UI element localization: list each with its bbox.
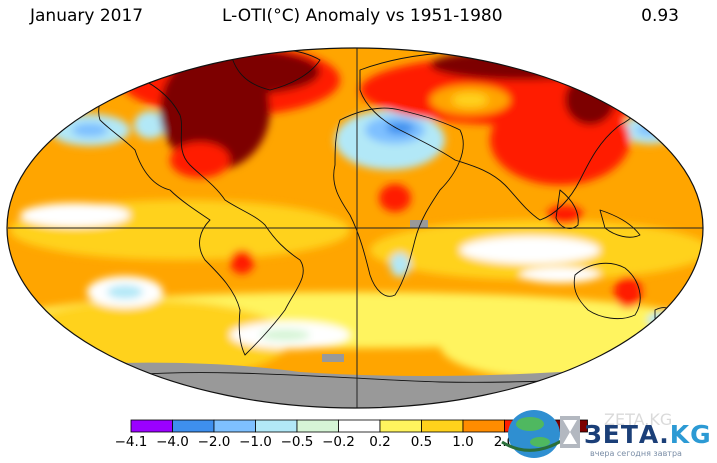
legend-swatch [338,419,381,433]
map-date: January 2017 [30,6,144,26]
legend-swatch [379,419,422,433]
legend-swatch [421,419,464,433]
watermark-ghost-text: ZETA.KG [604,410,673,429]
map-outline [6,47,704,409]
legend-tick-label: −1.0 [239,434,272,450]
legend-swatch [130,419,173,433]
globe-logo-icon [501,410,580,458]
watermark-logo: ЗЕТА.KG вчера сегодня завтра [492,404,717,463]
legend-swatch [213,419,256,433]
legend-tick-label: 0.5 [410,434,433,450]
watermark-slogan: вчера сегодня завтра [590,449,682,458]
legend-tick-label: −4.0 [156,434,189,450]
watermark-brand: ЗЕТА. [584,420,670,449]
legend-tick-label: 1.0 [452,434,474,450]
watermark-brand-suffix: KG [669,420,712,449]
map-title: L-OTI(°C) Anomaly vs 1951-1980 [222,6,503,26]
legend-swatch [172,419,215,433]
legend-swatch [296,419,339,433]
legend-tick-label: −2.0 [197,434,231,450]
legend-swatch [255,419,298,433]
legend-tick-label: −0.2 [322,434,355,450]
global-mean-value: 0.93 [641,6,679,26]
legend-tick-label: −0.5 [280,434,314,450]
legend-tick-label: −4.1 [114,434,148,450]
legend-tick-label: 0.2 [369,434,391,450]
